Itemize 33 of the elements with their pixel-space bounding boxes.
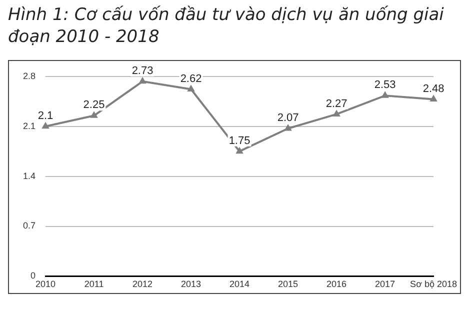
- data-label: 1.75: [228, 134, 250, 147]
- y-tick-label: 0: [30, 270, 36, 281]
- x-tick-label: 2010: [35, 279, 56, 290]
- point: [382, 92, 388, 98]
- point: [90, 112, 98, 118]
- data-label: 2.73: [132, 64, 154, 77]
- data-label: 2.62: [180, 72, 202, 85]
- y-tick-label: 2.8: [22, 70, 36, 81]
- x-tick-label: 2013: [181, 279, 202, 290]
- x-tick-label: 2015: [278, 279, 298, 290]
- point: [236, 148, 243, 154]
- data-label: 2.53: [374, 79, 396, 92]
- x-tick-label: 2012: [132, 279, 153, 290]
- y-tick-label: 0.7: [22, 220, 36, 231]
- point: [333, 110, 340, 116]
- x-tick-label: 2017: [375, 279, 396, 290]
- data-label: 2.27: [326, 98, 348, 110]
- data-label: 2.25: [83, 99, 105, 112]
- point: [42, 122, 49, 129]
- point: [284, 124, 292, 131]
- x-tick-label: Sơ bộ 2018: [410, 279, 458, 290]
- x-tick-label: 2011: [84, 279, 104, 290]
- y-tick-label: 1.4: [22, 170, 36, 181]
- data-label: 2.1: [38, 110, 54, 122]
- point: [139, 78, 146, 84]
- x-tick-label: 2014: [230, 279, 250, 290]
- y-tick-label: 2.1: [22, 120, 36, 131]
- chart-title: Hình 1: Cơ cấu vốn đầu tư vào dịch vụ ăn uống giai đoạn 2010 - 2018: [8, 4, 445, 48]
- data-label: 2.07: [277, 112, 299, 124]
- data-label: 2.48: [422, 82, 444, 95]
- point: [188, 86, 194, 92]
- x-tick-label: 2016: [326, 279, 347, 290]
- point: [430, 96, 437, 102]
